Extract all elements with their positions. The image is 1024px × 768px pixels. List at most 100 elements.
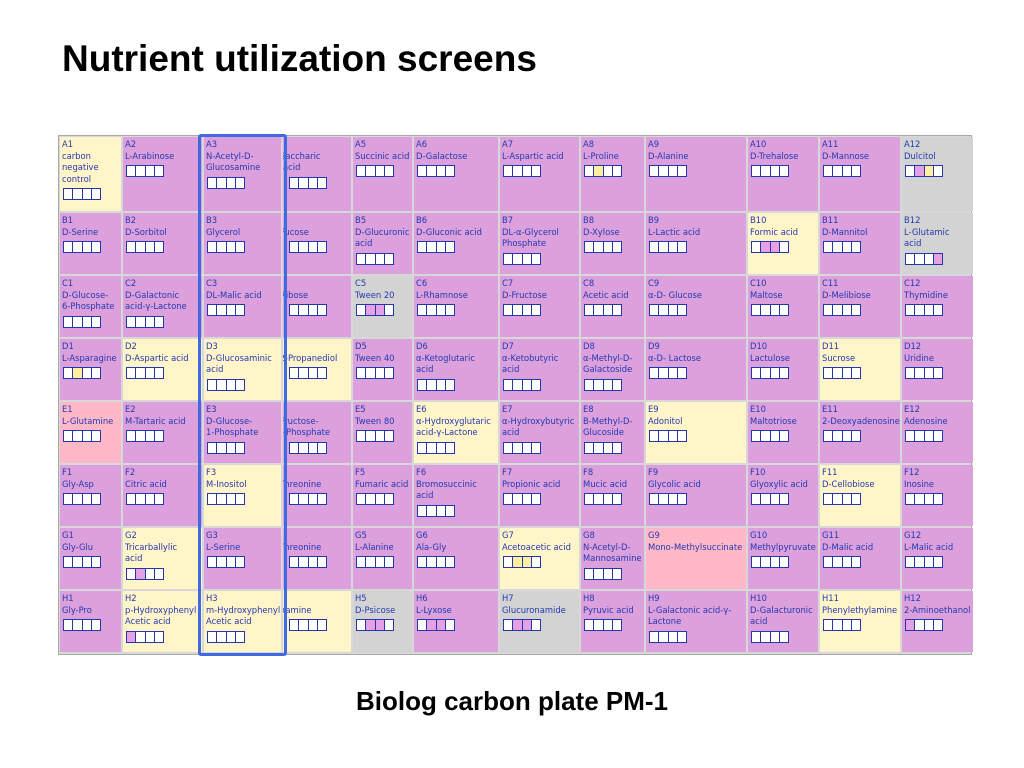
kinetic-segment bbox=[924, 253, 934, 264]
plate-well: C8 Acetic acid bbox=[581, 276, 644, 337]
kinetic-segment bbox=[366, 494, 376, 505]
well-id: E9 bbox=[648, 404, 659, 414]
plate-well: H11 Phenylethylamine bbox=[820, 591, 900, 652]
well-id: F8 bbox=[583, 467, 594, 477]
plate-well: 4yramine bbox=[283, 591, 351, 652]
kinetic-strip bbox=[584, 304, 622, 317]
kinetic-segment bbox=[504, 557, 514, 568]
kinetic-segment bbox=[603, 166, 613, 177]
kinetic-strip bbox=[905, 556, 943, 569]
well-id: C8 bbox=[583, 278, 595, 288]
kinetic-segment bbox=[299, 620, 309, 631]
kinetic-segment bbox=[366, 620, 376, 631]
well-id: A9 bbox=[648, 139, 660, 149]
kinetic-segment bbox=[522, 166, 532, 177]
well-substrate-name: L-Proline bbox=[583, 150, 619, 161]
kinetic-strip bbox=[417, 619, 455, 632]
kinetic-strip bbox=[905, 165, 943, 178]
well-substrate-name: Adenosine bbox=[904, 415, 948, 426]
kinetic-segment bbox=[824, 431, 834, 442]
well-id: H7 bbox=[502, 593, 514, 603]
kinetic-segment bbox=[770, 166, 780, 177]
well-substrate-name: Sucrose bbox=[822, 352, 856, 363]
kinetic-segment bbox=[299, 242, 309, 253]
well-substrate-name: D-Fructose bbox=[502, 289, 547, 300]
kinetic-strip bbox=[823, 493, 861, 506]
kinetic-strip bbox=[207, 378, 245, 391]
kinetic-segment bbox=[659, 431, 669, 442]
well-substrate-name: Acetoacetic acid bbox=[502, 541, 571, 552]
kinetic-segment bbox=[668, 368, 678, 379]
kinetic-segment bbox=[779, 631, 788, 642]
well-substrate-name: Lactulose bbox=[750, 352, 790, 363]
kinetic-segment bbox=[761, 305, 771, 316]
kinetic-segment bbox=[833, 368, 843, 379]
well-id: 4 bbox=[283, 593, 350, 605]
plate-well: E9 Adonitol bbox=[646, 402, 746, 463]
well-substrate-name: D-Glucosaminic acid bbox=[206, 352, 272, 375]
kinetic-segment bbox=[226, 242, 236, 253]
kinetic-segment bbox=[357, 166, 367, 177]
kinetic-segment bbox=[594, 442, 604, 453]
kinetic-segment bbox=[668, 305, 678, 316]
well-substrate-name: -Ribose bbox=[283, 289, 309, 300]
kinetic-segment bbox=[91, 557, 100, 568]
kinetic-segment bbox=[659, 368, 669, 379]
well-id: E12 bbox=[904, 404, 920, 414]
plate-well: 4-Threonine bbox=[283, 465, 351, 526]
well-id: 4 bbox=[283, 215, 350, 227]
well-id: F10 bbox=[750, 467, 766, 477]
kinetic-segment bbox=[659, 242, 669, 253]
plate-well: B6 D-Gluconic acid bbox=[414, 213, 498, 274]
kinetic-strip bbox=[126, 567, 164, 580]
kinetic-strip bbox=[207, 241, 245, 254]
kinetic-segment bbox=[317, 368, 326, 379]
kinetic-strip bbox=[503, 619, 541, 632]
kinetic-segment bbox=[64, 431, 74, 442]
well-id: F12 bbox=[904, 467, 920, 477]
well-id: B11 bbox=[822, 215, 839, 225]
kinetic-strip bbox=[63, 556, 101, 569]
kinetic-segment bbox=[770, 631, 780, 642]
well-substrate-name: Fumaric acid bbox=[355, 478, 409, 489]
well-id: C3 bbox=[206, 278, 218, 288]
kinetic-segment bbox=[779, 368, 788, 379]
well-id: C7 bbox=[502, 278, 514, 288]
kinetic-segment bbox=[136, 242, 146, 253]
kinetic-strip bbox=[356, 493, 394, 506]
kinetic-segment bbox=[851, 620, 860, 631]
kinetic-segment bbox=[522, 305, 532, 316]
kinetic-strip bbox=[417, 241, 455, 254]
kinetic-segment bbox=[513, 305, 523, 316]
well-substrate-name: D-Serine bbox=[62, 226, 99, 237]
plate-well: G6 Ala-Gly bbox=[414, 528, 498, 589]
plate-well: B9 L-Lactic acid bbox=[646, 213, 746, 274]
well-substrate-name: D-Alanine bbox=[648, 150, 689, 161]
plate-well: 4-Threonine bbox=[283, 528, 351, 589]
kinetic-segment bbox=[594, 166, 604, 177]
plate-well: E1 L-Glutamine bbox=[60, 402, 121, 463]
well-substrate-name: Mono-Methylsuccinate bbox=[648, 541, 743, 552]
plate-well: E10 Maltotriose bbox=[748, 402, 818, 463]
kinetic-segment bbox=[366, 166, 376, 177]
kinetic-segment bbox=[585, 568, 595, 579]
kinetic-segment bbox=[594, 620, 604, 631]
well-id: H3 bbox=[206, 593, 218, 603]
kinetic-segment bbox=[154, 368, 163, 379]
kinetic-strip bbox=[207, 630, 245, 643]
kinetic-segment bbox=[235, 379, 244, 390]
well-id: B7 bbox=[502, 215, 514, 225]
kinetic-segment bbox=[824, 242, 834, 253]
plate-well: C1 D-Glucose- 6-Phosphate bbox=[60, 276, 121, 337]
kinetic-segment bbox=[522, 494, 532, 505]
plate-well: H12 2-Aminoethanol bbox=[902, 591, 973, 652]
kinetic-segment bbox=[308, 368, 318, 379]
well-id: B12 bbox=[904, 215, 921, 225]
well-id: G11 bbox=[822, 530, 840, 540]
kinetic-segment bbox=[924, 368, 934, 379]
plate-well: D11 Sucrose bbox=[820, 339, 900, 400]
well-substrate-name: Glycolic acid bbox=[648, 478, 701, 489]
plate-well: 4-Saccharic acid bbox=[283, 137, 351, 211]
kinetic-segment bbox=[761, 494, 771, 505]
well-substrate-name: D-Mannose bbox=[822, 150, 870, 161]
